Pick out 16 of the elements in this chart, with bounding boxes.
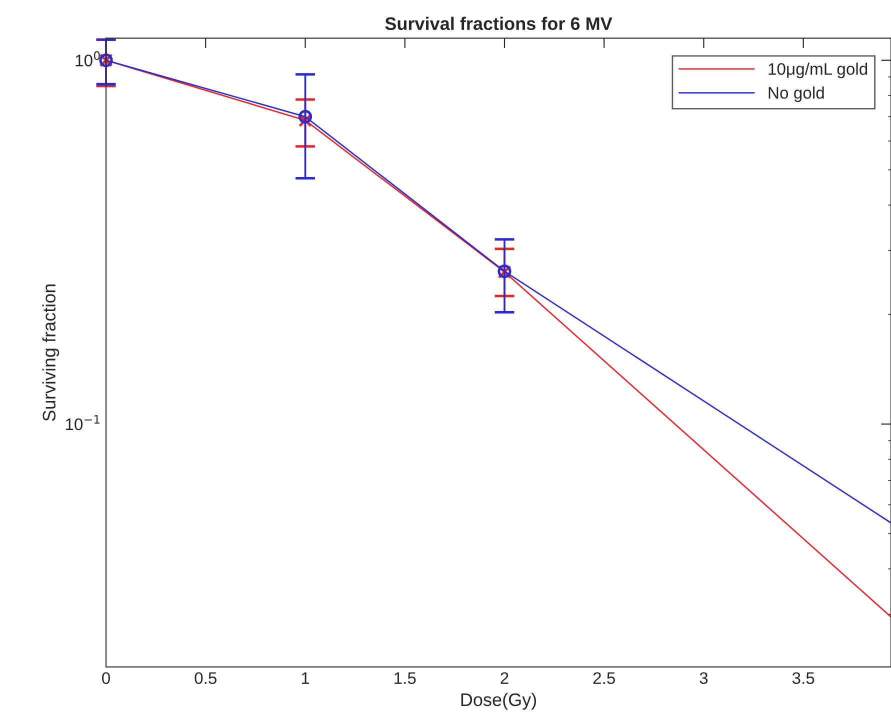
- point: [298, 110, 312, 124]
- legend-label: 10μg/mL gold: [768, 62, 868, 78]
- y-tick-label: 10$^{−1}$: [66, 415, 100, 430]
- x-tick-label: 2.5: [593, 672, 615, 684]
- x-tick-label: 2: [500, 672, 508, 684]
- x-tick-label: 1: [302, 672, 310, 684]
- x-tick-label: 0: [102, 672, 110, 684]
- x-tick-label: 3: [700, 672, 708, 684]
- chart-title: Survival fractions for 6 MV: [385, 16, 612, 30]
- legend-label: No gold: [768, 86, 824, 102]
- x-tick-label: 1.5: [394, 672, 416, 684]
- y-tick-label: 10$^{0}$: [76, 51, 100, 66]
- x-tick-label: 3.5: [792, 672, 814, 684]
- x-axis-title: Dose(Gy): [461, 692, 536, 710]
- x-tick-label: 0.5: [194, 672, 217, 684]
- y-axis-title: Surviving fraction: [42, 284, 60, 421]
